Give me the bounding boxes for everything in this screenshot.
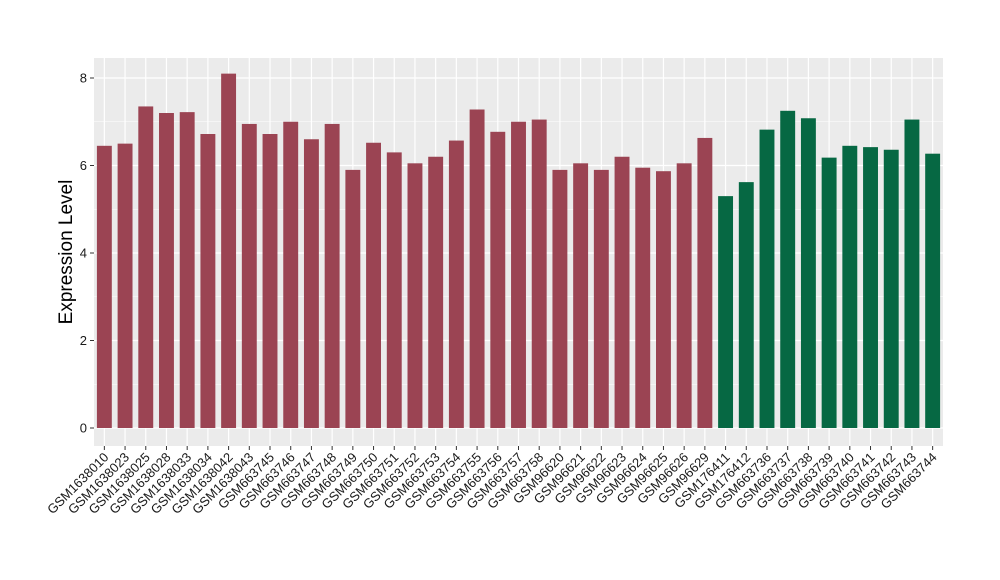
bar-GSM663739: [821, 157, 837, 429]
bar-GSM1638033: [179, 112, 195, 429]
bar-GSM663738: [800, 118, 816, 428]
bar-GSM663740: [842, 145, 858, 428]
bar-GSM96624: [635, 167, 651, 428]
bar-GSM663756: [490, 131, 506, 428]
y-tick-label: 0: [80, 421, 87, 436]
bar-GSM96625: [656, 171, 671, 428]
bars: [96, 73, 941, 429]
bar-GSM663737: [780, 110, 796, 428]
bar-GSM96621: [573, 163, 589, 428]
bar-GSM663745: [262, 134, 278, 428]
y-axis-title: Expression Level: [56, 180, 77, 325]
bar-GSM663754: [448, 140, 464, 428]
bar-GSM96620: [552, 169, 568, 429]
bar-GSM176411: [718, 196, 734, 429]
bar-GSM663744: [925, 153, 941, 428]
bar-GSM663757: [511, 121, 526, 428]
y-tick-label: 6: [80, 158, 87, 173]
bar-GSM663750: [366, 142, 381, 428]
bar-GSM663743: [904, 119, 920, 428]
bar-GSM1638023: [117, 143, 133, 429]
bar-GSM96623: [614, 156, 630, 428]
bar-GSM663752: [407, 163, 423, 428]
bar-GSM663755: [469, 109, 485, 428]
bar-GSM1638028: [159, 113, 174, 428]
bar-GSM663742: [883, 149, 899, 428]
bar-GSM663751: [386, 152, 402, 429]
bar-GSM176412: [738, 182, 754, 429]
bar-GSM663758: [531, 119, 547, 428]
x-axis: GSM1638010GSM1638023GSM1638025GSM1638028…: [44, 446, 940, 517]
bar-GSM663736: [759, 129, 775, 429]
y-axis: 0 2 4 6 8: [80, 71, 94, 436]
bar-GSM96629: [697, 137, 713, 428]
bar-GSM1638043: [241, 123, 257, 428]
bar-GSM1638010: [96, 145, 112, 428]
bar-GSM663749: [345, 169, 361, 429]
y-tick-label: 2: [80, 333, 87, 348]
bar-GSM663753: [428, 156, 444, 428]
y-tick-label: 4: [80, 246, 87, 261]
bar-GSM1638025: [138, 106, 154, 428]
bar-GSM663748: [324, 123, 340, 428]
bar-GSM663746: [283, 121, 299, 428]
y-tick-label: 8: [80, 71, 87, 86]
bar-GSM96626: [676, 163, 692, 428]
bar-GSM96622: [593, 169, 609, 429]
bar-GSM1638042: [221, 73, 237, 429]
bar-GSM1638034: [200, 134, 216, 428]
bar-GSM663747: [303, 139, 319, 428]
bar-GSM663741: [863, 147, 878, 429]
